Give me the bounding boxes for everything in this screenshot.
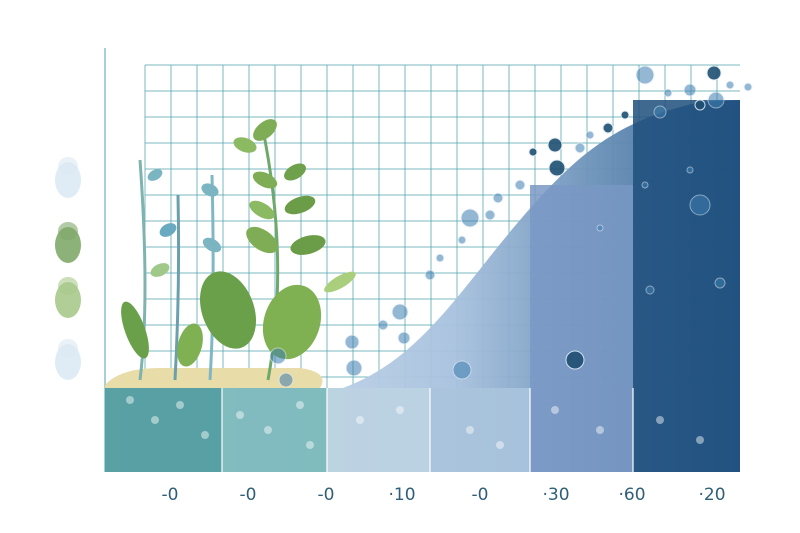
bubble: [151, 416, 159, 424]
bubble: [457, 235, 467, 245]
bubble: [706, 65, 722, 81]
bubble: [620, 110, 630, 120]
bubble: [663, 88, 673, 98]
leaf: [150, 263, 170, 277]
leaf: [253, 119, 277, 141]
legend-swatch: [58, 157, 78, 175]
bar: [530, 185, 633, 472]
bubble: [707, 91, 725, 109]
bubble: [126, 396, 134, 404]
legend-swatch: [58, 277, 78, 295]
left-legend: [55, 157, 81, 380]
bubble: [725, 80, 735, 90]
leaf: [262, 284, 322, 360]
bubble: [683, 83, 697, 97]
bubble: [596, 224, 604, 232]
bar: [327, 388, 430, 472]
leaf: [284, 163, 306, 181]
bubble: [496, 441, 504, 449]
bubble: [743, 82, 753, 92]
x-tick-label: -0: [240, 485, 257, 505]
bubble: [201, 431, 209, 439]
bubble: [397, 331, 411, 345]
leaf: [284, 195, 316, 215]
bubble: [635, 65, 655, 85]
bubble: [356, 416, 364, 424]
plant-illustration: [121, 119, 356, 381]
leaf: [233, 137, 257, 153]
bubble: [641, 181, 649, 189]
x-tick-label: ·30: [542, 485, 569, 505]
bubble: [296, 401, 304, 409]
bubble: [396, 406, 404, 414]
bubble: [596, 426, 604, 434]
bubble: [484, 209, 496, 221]
x-tick-label: -0: [472, 485, 489, 505]
bubble: [452, 360, 472, 380]
leaf: [202, 237, 222, 253]
leaf: [201, 183, 219, 197]
bubbles: [126, 65, 753, 449]
bubble: [466, 426, 474, 434]
bubble: [585, 130, 595, 140]
leaf: [290, 235, 326, 255]
bubble: [269, 347, 287, 365]
bubble: [435, 253, 445, 263]
bubble: [565, 350, 585, 370]
bubble: [236, 411, 244, 419]
bubble: [645, 285, 655, 295]
bubble: [344, 334, 360, 350]
bar: [222, 388, 327, 472]
leaf: [199, 271, 257, 349]
plant-stem: [138, 159, 147, 381]
leaf: [159, 223, 177, 237]
leaf: [324, 271, 356, 293]
bubble: [460, 208, 480, 228]
leaf: [246, 226, 278, 254]
bubble: [656, 416, 664, 424]
bubble: [391, 303, 409, 321]
plant-stem: [173, 194, 181, 381]
bubble: [689, 194, 711, 216]
bubble: [176, 401, 184, 409]
bubble: [345, 359, 363, 377]
bubble: [514, 179, 526, 191]
bar: [430, 388, 530, 472]
bubble: [306, 441, 314, 449]
leaf: [147, 169, 163, 181]
x-tick-label: ·20: [698, 485, 725, 505]
leaf: [121, 301, 149, 359]
bubble: [547, 137, 563, 153]
legend-swatch: [58, 339, 78, 357]
bubble: [424, 269, 436, 281]
bubble: [574, 142, 586, 154]
bubble: [278, 372, 294, 388]
bubble: [548, 159, 566, 177]
x-tick-label: -0: [162, 485, 179, 505]
bubble: [694, 99, 706, 111]
bubble: [686, 166, 694, 174]
x-axis: -0 -0 -0 ·10 -0 ·30 ·60 ·20: [162, 485, 726, 505]
leaf: [252, 171, 278, 189]
bubble: [492, 192, 504, 204]
bubble: [602, 122, 614, 134]
x-tick-label: -0: [318, 485, 335, 505]
bubble: [551, 406, 559, 414]
bubble: [377, 319, 389, 331]
bubble: [696, 436, 704, 444]
bubble: [528, 147, 538, 157]
bubble: [653, 105, 667, 119]
bubble: [264, 426, 272, 434]
bar: [105, 388, 222, 472]
bubble: [714, 277, 726, 289]
leaf: [177, 323, 203, 367]
bars: [105, 100, 740, 472]
x-tick-label: ·60: [618, 485, 645, 505]
leaf: [249, 200, 275, 220]
legend-swatch: [58, 222, 78, 240]
x-tick-label: ·10: [388, 485, 415, 505]
